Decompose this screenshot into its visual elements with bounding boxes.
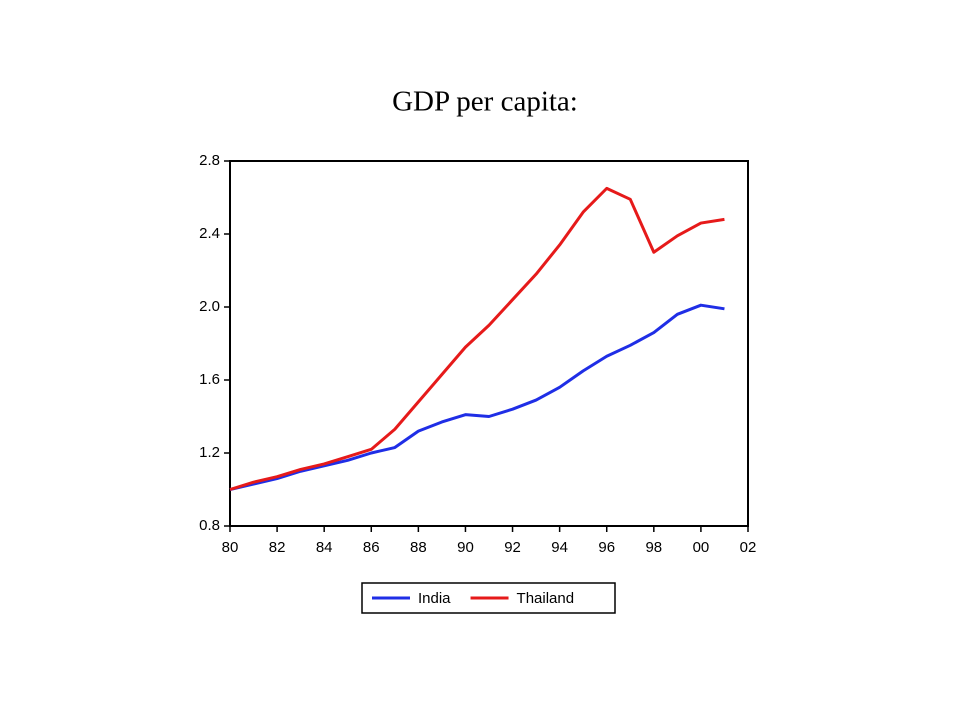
y-tick-label: 2.4: [199, 225, 220, 242]
y-tick-label: 2.0: [199, 298, 220, 315]
line-series: [229, 186, 725, 491]
legend-label: India: [418, 590, 451, 607]
chart-title: GDP per capita:: [392, 86, 578, 118]
x-tick-label: 84: [316, 539, 333, 556]
y-tick-label: 1.2: [199, 444, 220, 461]
line-series: [229, 303, 725, 491]
x-tick-label: 96: [598, 539, 615, 556]
x-tick-label: 02: [740, 539, 757, 556]
x-tick-label: 92: [504, 539, 521, 556]
x-tick-label: 82: [269, 539, 286, 556]
x-tick-label: 80: [222, 539, 239, 556]
x-tick-label: 86: [363, 539, 380, 556]
legend-label: Thailand: [517, 590, 575, 607]
y-tick-label: 2.8: [199, 152, 220, 169]
x-tick-label: 94: [551, 539, 568, 556]
x-tick-label: 88: [410, 539, 427, 556]
x-tick-label: 00: [693, 539, 710, 556]
x-tick-label: 90: [457, 539, 474, 556]
y-tick-label: 0.8: [199, 517, 220, 534]
y-tick-label: 1.6: [199, 371, 220, 388]
x-tick-label: 98: [645, 539, 662, 556]
plot-frame: [229, 160, 749, 527]
